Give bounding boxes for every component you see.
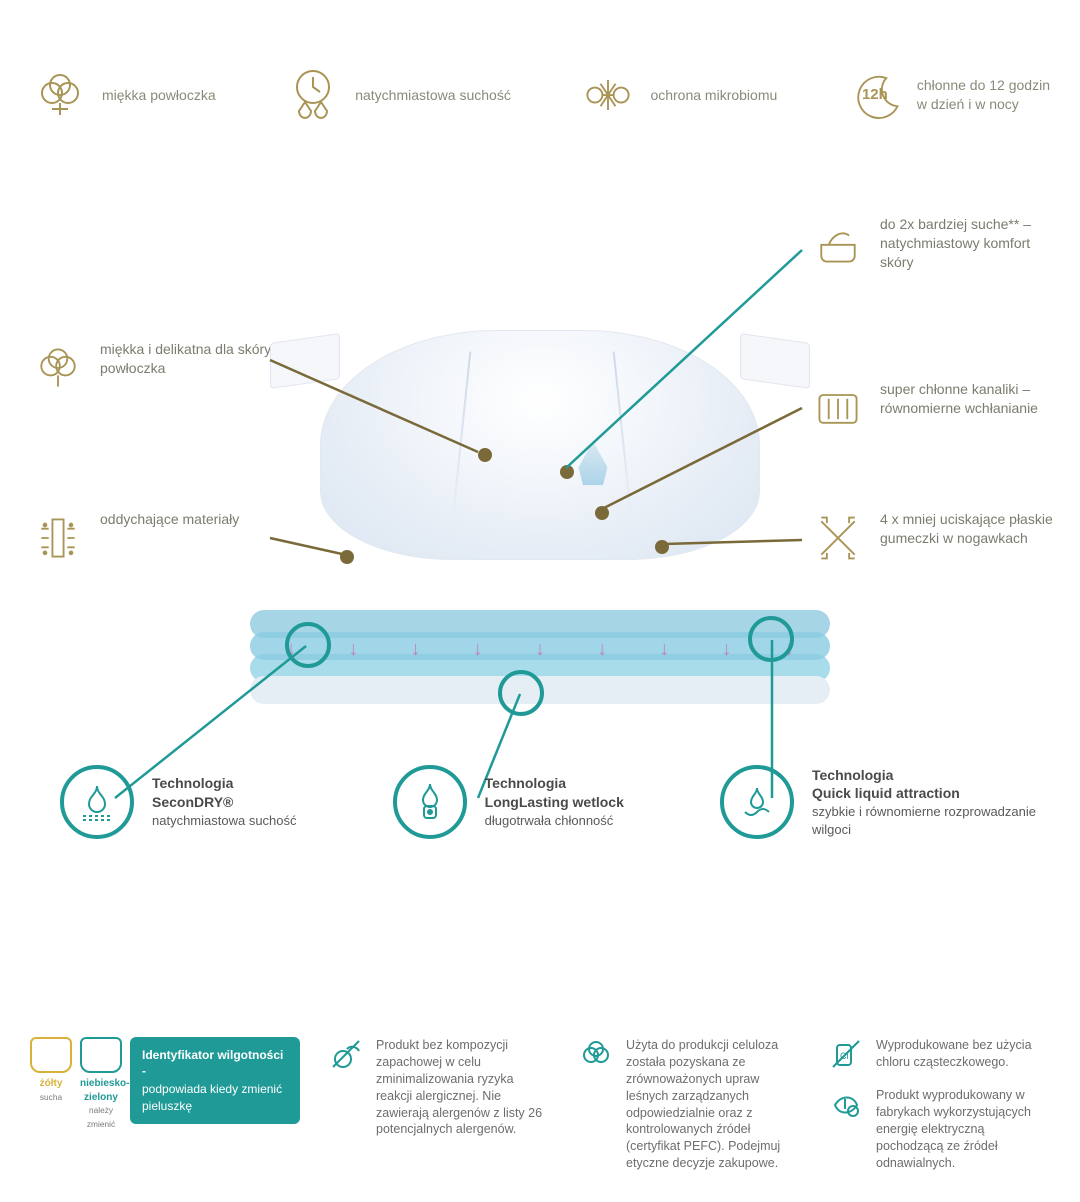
bottom-section: żółty sucha niebiesko- zielony należy zm… [30,1037,1050,1172]
wetness-dry: żółty sucha [30,1037,72,1104]
cotton-icon [30,340,86,396]
callout-text: oddychające materiały [100,510,239,529]
diagram-stage: miękka i delikatna dla skóry powłoczka o… [0,190,1080,890]
callout-right: 4 x mniej uciskające płaskie gumeczki w … [810,510,1060,566]
absorb-arrows: ↓↓↓↓↓↓↓↓↓ [260,636,820,663]
tech-prefix: Technologia [152,775,233,791]
wetness-box: Identyfikator wilgotności - podpowiada k… [130,1037,300,1124]
moon-12h-icon: 12h [845,65,905,125]
eco-claim: Użyta do produkcji celuloza została pozy… [576,1037,800,1172]
technology-text: Technologia LongLasting wetlock długotrwa… [485,774,624,829]
wet-state: zmienić [87,1119,115,1129]
technology-text: Technologia Quick liquid attraction szybk… [812,766,1050,839]
top-feature-text: natychmiastowa suchość [355,86,511,105]
wet-label: żółty [30,1077,72,1091]
top-feature-text: miękka powłoczka [102,86,216,105]
top-feature-text: chłonne do 12 godzin w dzień i w nocy [917,76,1050,114]
wet-label: zielony [80,1091,122,1105]
tech-ring [748,616,794,662]
callout-right: do 2x bardziej suche** – natychmiastowy … [810,215,1060,272]
callout-left: oddychające materiały [30,510,239,566]
eco-text: Produkt bez kompozycji zapachowej w celu… [376,1037,550,1138]
callout-text: super chłonne kanaliki – równomierne wch… [880,380,1060,418]
droplet-icon [575,441,611,489]
wetness-change: niebiesko- zielony należy zmienić [80,1037,122,1131]
microbiome-icon [578,65,638,125]
tech-title: SeconDRY® [152,794,233,810]
breathable-icon [30,510,86,566]
tech-sub: natychmiastowa suchość [152,812,297,830]
wetness-indicator: żółty sucha niebiesko- zielony należy zm… [30,1037,300,1131]
green-energy-icon [826,1087,866,1121]
no-chlorine-icon: Cl [826,1037,866,1071]
eco-claim: Produkt wyprodukowany w fabrykach wykorz… [826,1087,1050,1171]
callout-left: miękka i delikatna dla skóry powłoczka [30,340,280,396]
leaf-cotton-icon [576,1037,616,1071]
eco-claim: Produkt bez kompozycji zapachowej w celu… [326,1037,550,1138]
diaper-body [320,330,760,560]
callout-text: do 2x bardziej suche** – natychmiastowy … [880,215,1060,272]
tech-sub: długotrwała chłonność [485,812,624,830]
top-feature: miękka powłoczka [30,65,216,125]
callout-right: super chłonne kanaliki – równomierne wch… [810,380,1060,436]
top-feature-text: ochrona mikrobiomu [650,86,777,105]
wet-state: należy [89,1105,113,1115]
wet-label: niebiesko- [80,1077,122,1091]
diaper-tab [270,333,340,389]
diaper-crease [613,351,632,510]
wetness-box-text: podpowiada kiedy zmienić pieluszkę [142,1082,282,1112]
eco-claim: Cl Wyprodukowane bez użycia chloru cząst… [826,1037,1050,1071]
tech-title: Quick liquid attraction [812,785,960,801]
secondry-icon [60,765,134,839]
tech-sub: szybkie i równomierne rozprowadzanie wil… [812,803,1050,838]
eco-column: Cl Wyprodukowane bez użycia chloru cząst… [826,1037,1050,1171]
top-feature: 12h chłonne do 12 godzin w dzień i w noc… [845,65,1050,125]
elastic-icon [810,510,866,566]
diaper-crease [453,351,472,510]
callout-dot [655,540,669,554]
technology-row: Technologia SeconDRY® natychmiastowa such… [60,765,1050,839]
diaper-illustration [280,330,800,600]
technology-text: Technologia SeconDRY® natychmiastowa such… [152,774,297,829]
callout-dot [560,465,574,479]
diaper-mini-icon [30,1037,72,1073]
eco-text: Wyprodukowane bez użycia chloru cząstecz… [876,1037,1050,1071]
eco-text: Użyta do produkcji celuloza została pozy… [626,1037,800,1172]
eco-column: Produkt bez kompozycji zapachowej w celu… [326,1037,550,1138]
callout-text: 4 x mniej uciskające płaskie gumeczki w … [880,510,1060,548]
callout-dot [340,550,354,564]
technology-item: Technologia SeconDRY® natychmiastowa such… [60,765,297,839]
technology-item: Technologia LongLasting wetlock długotrwa… [393,765,624,839]
eco-text: Produkt wyprodukowany w fabrykach wykorz… [876,1087,1050,1171]
top-feature: ochrona mikrobiomu [578,65,777,125]
cotton-icon [30,65,90,125]
callout-dot [595,506,609,520]
wetlock-icon [393,765,467,839]
quickliquid-icon [720,765,794,839]
tech-title: LongLasting wetlock [485,794,624,810]
technology-item: Technologia Quick liquid attraction szybk… [720,765,1050,839]
wet-state: sucha [40,1092,62,1102]
top-feature: natychmiastowa suchość [283,65,511,125]
tech-ring [498,670,544,716]
diaper-mini-icon [80,1037,122,1073]
diaper-tab [740,333,810,389]
tech-prefix: Technologia [485,775,566,791]
infographic-root: miękka powłoczka natychmiastowa suchość … [0,0,1080,1202]
callout-dot [478,448,492,462]
wetness-box-title: Identyfikator wilgotności - [142,1047,288,1079]
tech-prefix: Technologia [812,767,893,783]
top-features-row: miękka powłoczka natychmiastowa suchość … [30,65,1050,125]
dry-hand-icon [810,215,866,271]
no-fragrance-icon [326,1037,366,1071]
callout-text: miękka i delikatna dla skóry powłoczka [100,340,280,378]
tech-ring [285,622,331,668]
badge-12h: 12h [862,85,888,105]
clock-drops-icon [283,65,343,125]
eco-column: Użyta do produkcji celuloza została pozy… [576,1037,800,1172]
channels-icon [810,380,866,436]
